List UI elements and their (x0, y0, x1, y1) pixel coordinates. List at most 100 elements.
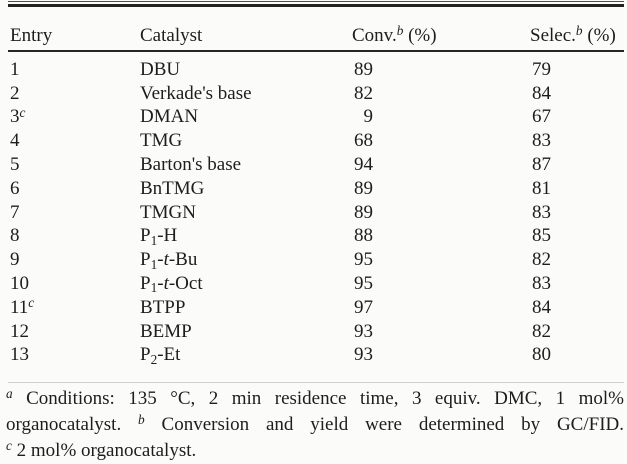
catalyst-cell: P1-t-Bu (138, 249, 350, 271)
sup-text: b (138, 412, 145, 428)
entry-cell: 4 (8, 130, 138, 152)
text: -Et (157, 344, 181, 366)
conversion-value: 82 (354, 82, 373, 104)
entry-cell: 10 (8, 273, 138, 295)
selectivity-value: 82 (532, 320, 551, 342)
table-row: 10 P1-t-Oct 95 83 (8, 272, 624, 296)
table-top-rule (8, 4, 624, 7)
conversion-value: 89 (354, 201, 373, 223)
entry-number: 4 (10, 130, 20, 152)
entry-number: 3 (10, 106, 20, 128)
table-row: 11c BTPP 97 84 (8, 296, 624, 320)
selectivity-cell: 85 (528, 225, 624, 247)
conversion-value: 94 (354, 154, 373, 176)
text: -Bu (168, 249, 198, 271)
conversion-cell: 95 (350, 249, 528, 271)
selectivity-value: 82 (532, 249, 551, 271)
sub-text: 1 (150, 232, 158, 248)
catalyst-cell: Barton's base (138, 154, 350, 176)
conversion-value: 93 (354, 320, 373, 342)
selectivity-cell: 82 (528, 249, 624, 271)
column-header-conversion: Conv.b (%) (350, 23, 528, 47)
conversion-cell: 93 (350, 321, 528, 343)
conversion-cell: 82 (350, 83, 528, 105)
footnote-line-a: a Conditions: 135 °C, 2 min residence ti… (6, 386, 624, 412)
conversion-value: 95 (354, 273, 373, 295)
table-row: 9 P1-t-Bu 95 82 (8, 248, 624, 272)
footnote-line-c: c 2 mol% organocatalyst. (6, 438, 624, 464)
conversion-cell: 93 (350, 344, 528, 366)
text: Conversion and yield were determined by … (144, 414, 624, 436)
text: BnTMG (140, 177, 205, 199)
selectivity-cell: 83 (528, 273, 624, 295)
conversion-cell: 68 (350, 130, 528, 152)
column-header-entry: Entry (8, 25, 138, 47)
entry-number: 1 (10, 58, 20, 80)
text: P (140, 249, 151, 271)
text: BEMP (140, 320, 192, 342)
selectivity-value: 83 (532, 130, 551, 152)
selectivity-cell: 79 (528, 59, 624, 81)
selectivity-value: 83 (532, 201, 551, 223)
entry-superscript: c (28, 294, 35, 310)
entry-number: 9 (10, 249, 20, 271)
text: -Oct (168, 273, 203, 295)
table-header-rule (8, 50, 624, 52)
header-label: Catalyst (140, 25, 203, 46)
selectivity-cell: 82 (528, 321, 624, 343)
conversion-cell: 89 (350, 178, 528, 200)
catalyst-cell: BTPP (138, 297, 350, 319)
selectivity-value: 84 (532, 82, 551, 104)
conversion-cell: 89 (350, 59, 528, 81)
conversion-cell: 88 (350, 225, 528, 247)
entry-cell: 11c (8, 294, 138, 319)
text: DMAN (140, 106, 199, 128)
selectivity-value: 79 (532, 58, 551, 80)
conversion-value: 89 (354, 177, 373, 199)
catalyst-cell: DBU (138, 59, 350, 81)
text: organocatalyst. (6, 414, 139, 436)
selectivity-cell: 81 (528, 178, 624, 200)
entry-cell: 3c (8, 104, 138, 128)
selectivity-value: 84 (532, 296, 551, 318)
conversion-value: 93 (354, 344, 373, 366)
table-top-hairline (8, 1, 624, 2)
column-header-catalyst: Catalyst (138, 25, 350, 47)
text: - (157, 273, 164, 295)
text: - (157, 249, 164, 271)
entry-cell: 13 (8, 344, 138, 366)
entry-number: 12 (10, 320, 29, 342)
sub-text: 1 (150, 256, 158, 272)
table-row: 4 TMG 68 83 (8, 129, 624, 153)
header-label: Conv. (352, 25, 397, 46)
sup-text: a (6, 386, 13, 402)
i-text: t (163, 249, 169, 271)
header-superscript: b (396, 23, 404, 39)
selectivity-cell: 83 (528, 130, 624, 152)
text: Conditions: 135 °C, 2 min residence time… (12, 388, 624, 410)
conversion-value: 97 (354, 296, 373, 318)
entry-cell: 7 (8, 202, 138, 224)
header-unit: (%) (403, 25, 437, 46)
entry-number: 11 (10, 296, 29, 318)
selectivity-value: 85 (532, 225, 551, 247)
text: Verkade's base (140, 82, 252, 104)
selectivity-cell: 67 (528, 106, 624, 128)
catalyst-cell: BEMP (138, 321, 350, 343)
entry-cell: 2 (8, 83, 138, 105)
entry-cell: 8 (8, 225, 138, 247)
entry-cell: 6 (8, 178, 138, 200)
entry-number: 10 (10, 273, 29, 295)
entry-cell: 5 (8, 154, 138, 176)
entry-number: 2 (10, 82, 20, 104)
conversion-cell: 89 (350, 202, 528, 224)
sup-text: c (6, 438, 12, 454)
entry-superscript: c (19, 104, 26, 120)
footnote-line-b: organocatalyst. b Conversion and yield w… (6, 412, 624, 438)
catalyst-cell: P2-Et (138, 344, 350, 366)
table-body: 1 DBU 89 79 2 Verkade's base 82 84 3c DMAN 9 67 4 TMG… (8, 52, 624, 367)
entry-number: 8 (10, 225, 20, 247)
catalyst-cell: P1-t-Oct (138, 273, 350, 295)
table-row: 1 DBU 89 79 (8, 58, 624, 82)
